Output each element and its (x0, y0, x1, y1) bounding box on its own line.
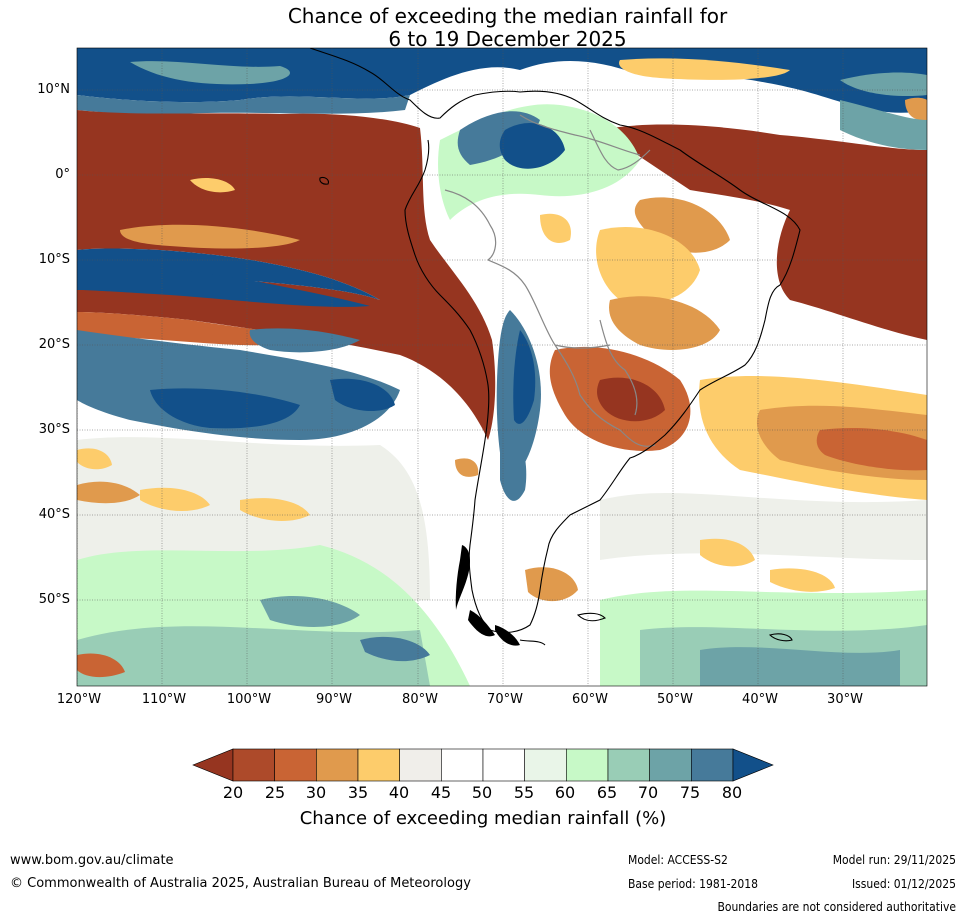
colorbar-swatch (441, 748, 484, 782)
colorbar-tick-label: 70 (637, 783, 659, 802)
coastlines (309, 48, 801, 646)
colorbar-tick-label: 30 (305, 783, 327, 802)
colorbar-tick-label: 45 (430, 783, 452, 802)
colorbar-tick-label: 60 (554, 783, 576, 802)
map-title-line1: Chance of exceeding the median rainfall … (287, 4, 728, 28)
colorbar-tick-label: 40 (388, 783, 410, 802)
lat-label-20s: 20°S (38, 337, 70, 352)
colorbar-low-extension (192, 748, 234, 782)
colorbar-tick-label: 50 (471, 783, 493, 802)
footer-url: www.bom.gov.au/climate (10, 853, 174, 868)
lon-label-100w: 100°W (226, 692, 272, 707)
lat-label-40s: 40°S (38, 507, 70, 522)
continent-fields (438, 104, 720, 501)
fjords-archipelago (455, 545, 520, 646)
colorbar-swatch (524, 748, 567, 782)
colorbar-tick-label: 75 (679, 783, 701, 802)
colorbar-swatch (649, 748, 692, 782)
south-pacific-wet (77, 328, 430, 662)
lon-label-120w: 120°W (56, 692, 102, 707)
colorbar-swatch (274, 748, 317, 782)
footer-issued: Issued: 01/12/2025 (851, 877, 956, 891)
colorbar-swatch (399, 748, 442, 782)
lon-label-110w: 110°W (141, 692, 187, 707)
colorbar-tick-label: 20 (222, 783, 244, 802)
colorbar-high-extension (732, 748, 774, 782)
lon-label-70w: 70°W (487, 692, 523, 707)
colorbar-tick-label: 80 (721, 783, 743, 802)
lon-label-90w: 90°W (316, 692, 352, 707)
lon-label-80w: 80°W (402, 692, 438, 707)
background-patches (77, 437, 927, 686)
map-gridlines (77, 48, 927, 686)
lon-label-60w: 60°W (572, 692, 608, 707)
colorbar-tick-label: 35 (347, 783, 369, 802)
colorbar-tick-label: 55 (513, 783, 535, 802)
colorbar (192, 748, 774, 782)
southeast-atlantic-dry (525, 375, 927, 602)
colorbar-swatch (232, 748, 275, 782)
lat-label-30s: 30°S (38, 422, 70, 437)
colorbar-tick-label: 65 (596, 783, 618, 802)
map-field (77, 48, 927, 686)
map-title-line2: 6 to 19 December 2025 (388, 27, 627, 51)
country-borders (444, 114, 656, 447)
colorbar-swatch (482, 748, 525, 782)
lat-label-10s: 10°S (38, 252, 70, 267)
colorbar-swatch (357, 748, 400, 782)
footer-base-period: Base period: 1981-2018 (628, 877, 759, 891)
lon-label-30w: 30°W (827, 692, 863, 707)
colorbar-swatch (691, 748, 734, 782)
colorbar-swatch (316, 748, 359, 782)
map-frame (76, 47, 928, 687)
footer-model: Model: ACCESS-S2 (628, 853, 728, 867)
north-wet-band (77, 48, 927, 121)
pacific-dry-spots (77, 448, 479, 678)
lat-label-50s: 50°S (38, 592, 70, 607)
lon-label-40w: 40°W (742, 692, 778, 707)
footer-disclaimer: Boundaries are not considered authoritat… (717, 900, 956, 914)
colorbar-swatch (607, 748, 650, 782)
footer-model-run: Model run: 29/11/2025 (832, 853, 956, 867)
footer-copyright: © Commonwealth of Australia 2025, Austra… (10, 876, 471, 891)
lon-label-50w: 50°W (657, 692, 693, 707)
atlantic-dry-region (600, 100, 927, 340)
colorbar-swatch (566, 748, 609, 782)
lat-label-10n: 10°N (37, 82, 70, 97)
colorbar-tick-label: 25 (264, 783, 286, 802)
lat-label-0: 0° (55, 167, 70, 182)
colorbar-title: Chance of exceeding median rainfall (%) (299, 808, 667, 829)
